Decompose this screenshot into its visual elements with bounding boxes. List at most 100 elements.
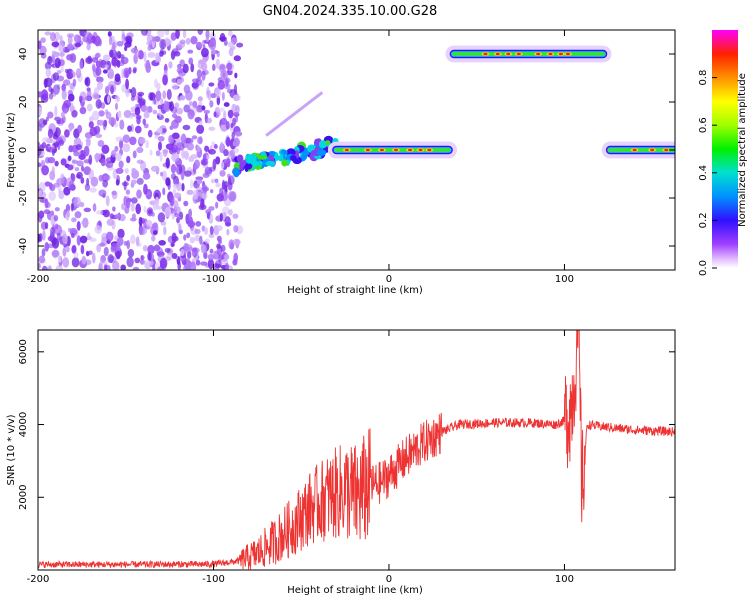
noise-blob [73, 251, 79, 259]
noise-blob [180, 171, 185, 181]
noise-blob [182, 63, 189, 74]
noise-blob [74, 211, 82, 219]
noise-blob [174, 102, 180, 109]
noise-blob [80, 177, 85, 184]
noise-blob [182, 124, 191, 131]
noise-blob [105, 111, 112, 120]
noise-blob [47, 111, 54, 119]
noise-blob [203, 251, 208, 260]
noise-blob [196, 69, 203, 79]
y-tick-label: 40 [18, 48, 29, 61]
ramp-blob [232, 167, 240, 178]
hot-spot [365, 148, 370, 152]
noise-blob [67, 93, 75, 102]
noise-blob [87, 232, 91, 240]
hot-spot [632, 148, 637, 152]
noise-blob [140, 30, 149, 36]
noise-blob [66, 246, 70, 253]
noise-blob [136, 177, 144, 185]
hot-spot [379, 148, 384, 152]
noise-blob [181, 183, 185, 192]
noise-blob [60, 111, 65, 118]
noise-blob [158, 240, 166, 246]
noise-blob [163, 101, 171, 112]
hot-spot [393, 148, 398, 152]
noise-blob [79, 59, 84, 70]
noise-blob [219, 187, 224, 196]
hot-spot [495, 52, 500, 56]
noise-blob [207, 90, 212, 101]
noise-blob [85, 38, 94, 45]
noise-blob [213, 144, 218, 150]
noise-blob [70, 217, 77, 223]
noise-blob [191, 247, 198, 258]
noise-blob [61, 89, 67, 100]
noise-blob [201, 70, 206, 81]
colorbar-tick-label: 0.0 [698, 260, 709, 276]
noise-blob [118, 139, 124, 150]
noise-blob [191, 135, 198, 140]
snr-axes: -200 -100 0 100 2000 4000 6000 [18, 330, 675, 585]
noise-blob [47, 265, 52, 270]
noise-blob [172, 183, 180, 189]
noise-blob [162, 90, 167, 100]
noise-blob [147, 244, 155, 255]
noise-blob [216, 193, 224, 202]
noise-blob [145, 219, 153, 227]
hot-spot [565, 52, 570, 56]
noise-blob [99, 175, 107, 181]
noise-blob [60, 67, 64, 73]
noise-blob [168, 61, 173, 69]
noise-blob [126, 155, 131, 164]
noise-blob [98, 110, 105, 117]
noise-blob [65, 204, 71, 213]
noise-blob [226, 228, 230, 236]
x-tick-label: -200 [27, 574, 50, 585]
noise-blob [51, 50, 57, 55]
noise-blob [114, 73, 121, 83]
noise-blob [143, 111, 150, 119]
noise-blob [111, 190, 118, 200]
noise-blob [121, 203, 125, 211]
noise-blob [58, 44, 63, 52]
noise-blob [208, 148, 217, 155]
noise-blob [63, 186, 71, 196]
hot-spot [516, 52, 521, 56]
noise-blob [85, 139, 91, 147]
noise-blob [102, 179, 109, 188]
noise-blob [97, 139, 105, 148]
noise-blob [111, 149, 117, 158]
noise-blob [41, 142, 47, 149]
noise-blob [67, 227, 72, 232]
noise-blob [110, 242, 117, 252]
noise-blob [198, 120, 203, 126]
noise-blob [73, 34, 81, 43]
y-tick-label: 2000 [18, 485, 29, 510]
noise-blob [62, 233, 68, 245]
noise-blob [157, 141, 163, 151]
noise-blob [200, 62, 208, 71]
noise-blob [96, 76, 104, 83]
noise-blob [143, 260, 152, 266]
noise-blob [83, 207, 92, 213]
noise-blob [130, 106, 136, 113]
noise-blob [232, 213, 239, 219]
noise-blob [89, 237, 97, 243]
noise-blob [132, 266, 140, 270]
noise-blob [86, 103, 93, 112]
noise-blob [96, 80, 103, 91]
noise-blob [72, 78, 77, 87]
noise-blob [143, 183, 148, 195]
noise-blob [196, 179, 202, 185]
noise-blob [179, 95, 186, 101]
noise-blob [159, 151, 163, 162]
noise-blob [102, 120, 107, 131]
noise-blob [185, 37, 191, 45]
noise-blob [200, 198, 205, 210]
noise-blob [176, 217, 180, 224]
noise-blob [103, 260, 109, 265]
noise-blob [40, 221, 48, 231]
noise-blob [218, 107, 225, 112]
ramp-blob [250, 160, 261, 166]
noise-blob [185, 213, 190, 225]
